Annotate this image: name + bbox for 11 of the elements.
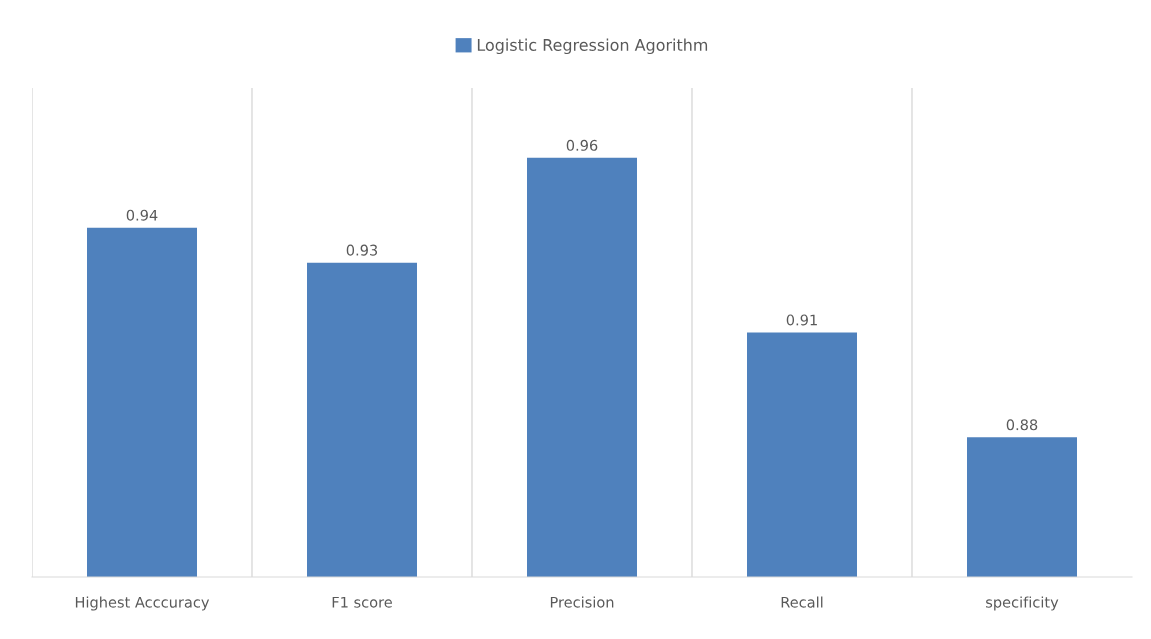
x-tick-label: Recall — [781, 596, 823, 608]
x-tick-label: Highest Acccuracy — [75, 596, 210, 611]
data-label: 0.93 — [346, 244, 378, 256]
data-label: 0.91 — [786, 314, 817, 326]
data-label: 0.94 — [126, 209, 158, 221]
data-label: 0.96 — [566, 139, 598, 151]
x-tick-label: Precision — [550, 596, 614, 608]
data-label: 0.88 — [1006, 419, 1038, 431]
x-tick-label: F1 score — [332, 596, 392, 608]
legend-label: Logistic Regression Agorithm — [477, 38, 708, 55]
x-tick-label: specificity — [986, 596, 1059, 611]
